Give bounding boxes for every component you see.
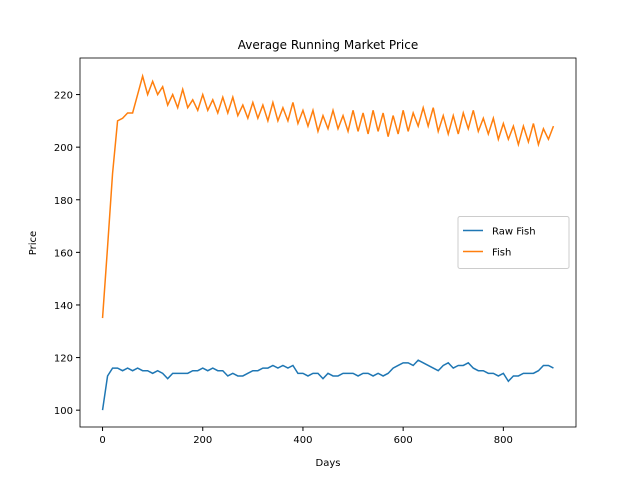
series-line — [101, 73, 555, 319]
chart-title: Average Running Market Price — [238, 38, 418, 52]
legend: Raw Fish Fish — [457, 216, 570, 269]
legend-box — [457, 216, 570, 269]
y-axis-label: Price — [28, 231, 39, 255]
y-tick-label: 180 — [54, 196, 73, 207]
x-tick-label: 0 — [99, 435, 105, 446]
plot-frame — [79, 57, 577, 428]
y-tick-label: 120 — [54, 354, 73, 365]
y-tick-label: 220 — [54, 91, 73, 102]
y-tick-label: 160 — [54, 248, 73, 259]
x-tick-label: 400 — [293, 435, 312, 446]
x-tick-label: 200 — [193, 435, 212, 446]
legend-label: Fish — [492, 248, 511, 259]
y-tick-label: 140 — [54, 301, 73, 312]
series-line — [101, 359, 554, 411]
legend-label: Raw Fish — [492, 227, 536, 238]
x-tick-label: 600 — [394, 435, 413, 446]
y-tick-label: 200 — [54, 143, 73, 154]
x-axis-label: Days — [316, 458, 341, 469]
x-tick-label: 800 — [494, 435, 513, 446]
y-tick-label: 100 — [54, 406, 73, 417]
